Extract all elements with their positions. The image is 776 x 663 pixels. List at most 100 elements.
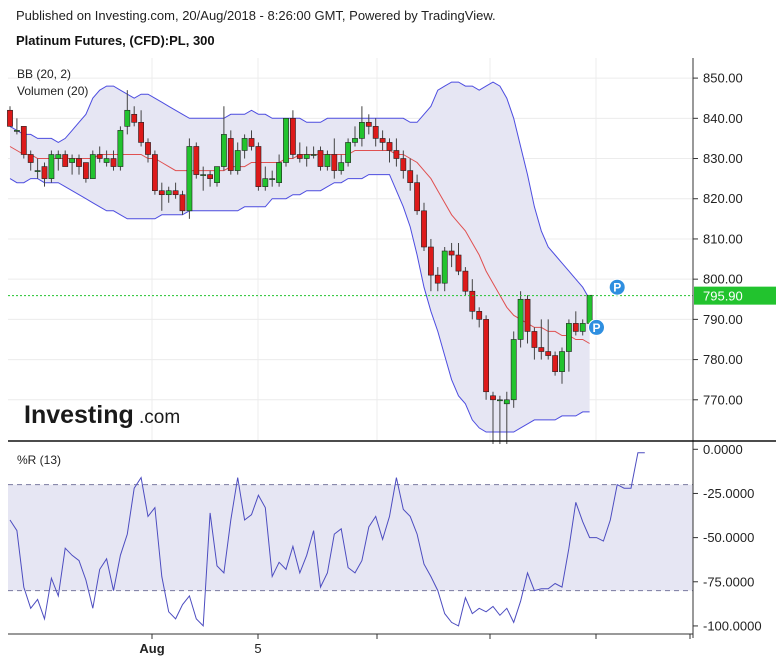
candle-body	[407, 170, 414, 183]
candle	[117, 126, 124, 171]
price-tick-label: 840.00	[703, 111, 743, 126]
candle	[365, 114, 372, 135]
candle	[221, 106, 227, 171]
candle	[586, 294, 593, 328]
candle-body	[289, 118, 296, 155]
bollinger-middle-line	[9, 146, 590, 344]
candle-body	[379, 138, 386, 143]
bollinger-upper-line	[9, 81, 591, 300]
candle	[269, 170, 276, 187]
candle	[503, 391, 510, 445]
candle-body	[572, 323, 579, 332]
wr-tick-label: -100.0000	[703, 618, 762, 633]
candle	[186, 138, 193, 219]
candle	[352, 126, 358, 147]
candle	[158, 182, 165, 211]
candle-body	[414, 182, 420, 212]
candle	[48, 150, 55, 183]
candle-body	[20, 126, 27, 155]
candle-body	[524, 298, 531, 332]
candle	[214, 166, 220, 187]
candle-body	[165, 190, 172, 196]
candle-body	[317, 150, 324, 167]
time-tick-label: 5	[254, 641, 261, 656]
candle-body	[531, 331, 538, 348]
candle	[131, 106, 138, 127]
candle	[455, 242, 462, 276]
candle-body	[441, 250, 448, 284]
candle	[172, 182, 179, 199]
pivot-marker: P	[588, 318, 605, 336]
candle	[283, 118, 289, 167]
candle-body	[283, 118, 289, 163]
candle	[165, 186, 172, 203]
candle-body	[483, 319, 489, 393]
candle	[572, 311, 579, 336]
candle	[379, 130, 386, 151]
candle-body	[331, 154, 338, 171]
candle-body	[34, 170, 41, 172]
candle	[545, 319, 552, 360]
candle-body	[400, 158, 407, 171]
wr-tick-label: -25.0000	[703, 486, 754, 501]
candle	[55, 150, 62, 171]
pivot-marker-circle	[588, 318, 605, 336]
candle-body	[579, 323, 586, 332]
candle-body	[172, 190, 179, 196]
candle	[559, 347, 565, 384]
candle-body	[310, 154, 317, 156]
candle-body	[455, 254, 462, 272]
candle-body	[152, 154, 158, 191]
pivot-marker-label: P	[592, 321, 600, 335]
candle	[476, 307, 483, 328]
candle-body	[386, 142, 393, 151]
candle-body	[345, 142, 351, 163]
candle-body	[186, 146, 193, 212]
candle-body	[214, 166, 220, 183]
candle-body	[586, 294, 593, 324]
candle	[20, 126, 27, 159]
candle	[421, 202, 427, 252]
candle-body	[179, 194, 186, 212]
candle	[510, 331, 517, 408]
candle-body	[338, 162, 345, 171]
price-tick-label: 820.00	[703, 191, 743, 206]
candle	[76, 154, 82, 175]
bollinger-lower-line	[9, 174, 590, 433]
price-pane: PP	[7, 58, 693, 445]
candle-body	[14, 130, 20, 132]
price-tick-label: 790.00	[703, 312, 743, 327]
price-tick-label: 780.00	[703, 352, 743, 367]
time-tick-label: Aug	[139, 641, 164, 656]
candle-body	[324, 154, 331, 167]
candle-body	[545, 351, 552, 356]
candle	[317, 146, 324, 171]
published-note: Published on Investing.com, 20/Aug/2018 …	[16, 8, 496, 23]
candle-body	[421, 210, 427, 248]
pivot-marker: P	[608, 278, 626, 296]
price-tick-label: 800.00	[703, 272, 743, 287]
candle	[103, 150, 110, 167]
candle	[96, 146, 103, 163]
candle	[303, 146, 310, 167]
candle-body	[158, 190, 165, 196]
candle	[407, 158, 414, 191]
candle-body	[200, 174, 207, 176]
candle-body	[538, 347, 545, 352]
wr-tick-label: 0.0000	[703, 442, 743, 457]
candle	[138, 110, 144, 147]
candle	[234, 142, 241, 175]
candle-body	[48, 154, 55, 179]
candle	[83, 162, 89, 183]
candle	[372, 118, 379, 147]
candle	[89, 150, 96, 179]
candle-body	[462, 270, 469, 292]
candle	[248, 130, 255, 151]
price-tick-label: 770.00	[703, 392, 743, 407]
candle-body	[76, 158, 82, 167]
candle	[358, 106, 365, 147]
candle	[7, 106, 13, 127]
candle-body	[117, 130, 124, 167]
candle-body	[131, 113, 138, 123]
candle	[193, 142, 200, 179]
